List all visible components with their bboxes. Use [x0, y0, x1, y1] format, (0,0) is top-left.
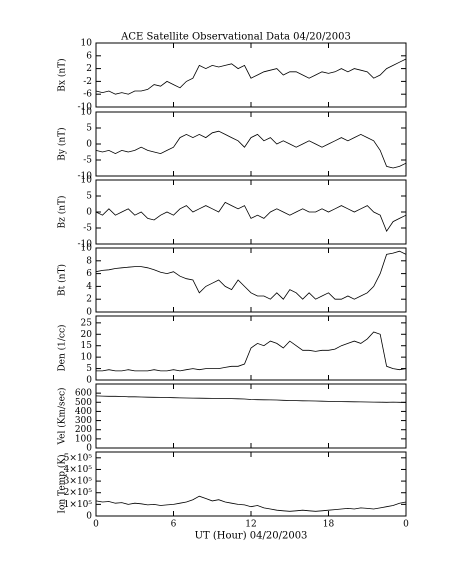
y-tick-label: 8	[86, 256, 92, 266]
y-tick-label: 10	[81, 39, 93, 49]
y-tick-label: -10	[78, 172, 93, 182]
x-tick-label: 12	[245, 520, 256, 530]
y-tick-label: 0	[86, 444, 92, 454]
y-tick-label: 0	[86, 140, 92, 150]
y-tick-label: 2	[86, 64, 92, 74]
y-tick-label: 2	[86, 295, 92, 305]
y-axis-label: Vel (Km/sec)	[57, 387, 68, 445]
x-tick-label: 0	[93, 520, 99, 530]
y-axis-label: By (nT)	[57, 127, 68, 160]
y-tick-label: 3×10⁵	[64, 477, 93, 487]
y-tick-label: 4×10⁵	[64, 465, 93, 475]
x-tick-label: 6	[171, 520, 177, 530]
data-line	[95, 58, 407, 95]
data-line	[95, 495, 407, 512]
y-tick-label: 0	[86, 512, 92, 522]
data-line	[95, 130, 407, 169]
y-tick-label: 10	[81, 353, 93, 363]
y-axis-label: Den (1/cc)	[57, 324, 68, 371]
y-axis-label: Bz (nT)	[57, 195, 68, 228]
y-axis-label: Ion Temp (K)	[57, 454, 68, 513]
y-tick-label: -5	[83, 224, 92, 234]
y-tick-label: 600	[75, 389, 92, 399]
y-tick-label: 5	[86, 192, 92, 202]
y-tick-label: 15	[81, 341, 93, 351]
data-line	[95, 395, 407, 403]
data-line	[96, 331, 407, 372]
y-axis-label: Bt (nT)	[57, 264, 68, 296]
y-tick-label: -5	[83, 156, 92, 166]
y-tick-label: 0	[86, 376, 92, 386]
y-tick-label: 4	[86, 282, 92, 292]
x-tick-label: 18	[323, 520, 335, 530]
y-tick-label: 1×10⁵	[64, 500, 93, 510]
y-tick-label: -10	[78, 103, 93, 113]
y-tick-label: 5	[86, 364, 92, 374]
y-tick-label: 5×10⁵	[64, 453, 93, 463]
x-tick-label: 0	[403, 520, 409, 530]
y-tick-label: 200	[75, 425, 92, 435]
y-tick-label: 100	[75, 434, 92, 444]
y-tick-label: 6	[86, 51, 92, 61]
y-tick-label: 2×10⁵	[64, 488, 93, 498]
data-line	[95, 250, 407, 300]
y-tick-label: -2	[83, 77, 92, 87]
chart-title: ACE Satellite Observational Data 04/20/2…	[120, 32, 351, 43]
y-tick-label: 25	[81, 318, 93, 328]
data-line	[95, 201, 407, 233]
y-tick-label: 10	[81, 108, 93, 118]
y-tick-label: 300	[75, 416, 92, 426]
y-tick-label: -6	[83, 90, 92, 100]
y-tick-label: 400	[75, 407, 92, 417]
y-tick-label: 0	[86, 208, 92, 218]
y-tick-label: 20	[81, 330, 93, 340]
y-tick-label: 10	[81, 244, 93, 254]
x-axis-label: UT (Hour) 04/20/2003	[195, 531, 308, 542]
y-tick-label: 6	[86, 269, 92, 279]
y-tick-label: 500	[75, 398, 92, 408]
y-tick-label: 5	[86, 124, 92, 134]
y-tick-label: -10	[78, 240, 93, 250]
y-tick-label: 10	[81, 176, 93, 186]
y-tick-label: 0	[86, 308, 92, 318]
y-axis-label: Bx (nT)	[57, 58, 68, 91]
